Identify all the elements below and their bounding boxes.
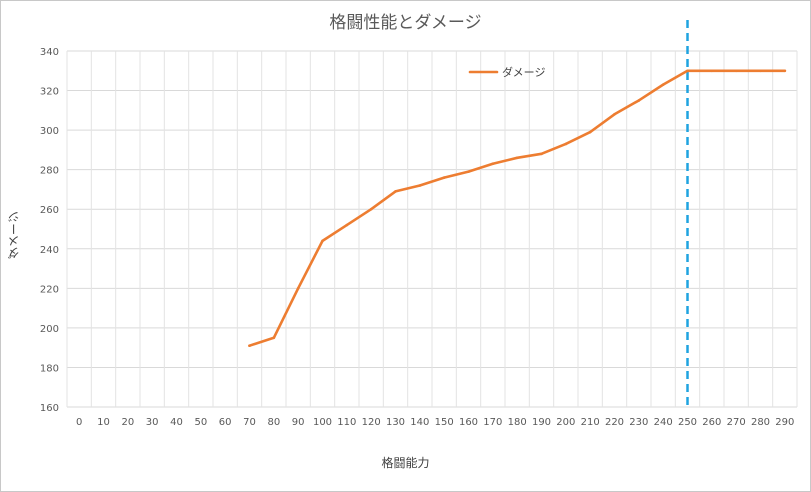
x-tick-labels: 0 10 20 30 40 50 60 70 80 90 100 110 120 130 140 150 160… — [76, 417, 794, 428]
data-point — [783, 69, 787, 73]
data-point — [734, 69, 738, 73]
data-point — [759, 69, 762, 73]
y-tick-label: 300 — [40, 126, 59, 137]
y-tick-label: 160 — [40, 403, 59, 414]
y-tick-label: 280 — [40, 166, 59, 177]
x-tick-label: 70 — [243, 417, 256, 428]
data-point — [686, 69, 689, 73]
x-tick-label: 280 — [751, 417, 770, 428]
data-point — [637, 99, 641, 102]
x-tick-label: 80 — [267, 417, 280, 428]
data-point — [272, 336, 276, 340]
x-tick-label: 160 — [459, 417, 478, 428]
x-tick-label: 0 — [76, 417, 82, 428]
x-tick-label: 90 — [292, 417, 305, 428]
x-tick-label: 150 — [435, 417, 454, 428]
y-tick-label: 240 — [40, 245, 59, 256]
data-point — [540, 152, 543, 156]
x-tick-label: 20 — [121, 417, 134, 428]
data-point — [710, 69, 714, 73]
legend-label: ダメージ — [502, 65, 545, 79]
y-tick-labels: 160 180 200 220 240 260 280 300 320 340 — [40, 47, 59, 414]
x-tick-label: 220 — [605, 417, 624, 428]
vertical-gridlines — [66, 51, 798, 407]
y-tick-label: 260 — [40, 205, 59, 216]
y-tick-label: 340 — [40, 47, 59, 58]
x-tick-label: 190 — [532, 417, 551, 428]
data-point — [661, 83, 665, 86]
x-tick-label: 180 — [508, 417, 527, 428]
y-tick-label: 320 — [40, 87, 59, 98]
x-tick-label: 140 — [410, 417, 429, 428]
y-tick-label: 220 — [40, 284, 59, 295]
x-tick-label: 120 — [362, 417, 381, 428]
data-point — [515, 156, 519, 160]
chart-title: 格闘性能とダメージ — [329, 13, 482, 33]
legend: ダメージ — [468, 65, 545, 79]
x-tick-label: 60 — [219, 417, 232, 428]
x-tick-label: 290 — [775, 417, 794, 428]
data-point — [467, 170, 470, 173]
x-tick-label: 170 — [483, 417, 502, 428]
x-tick-label: 130 — [386, 417, 405, 428]
data-point — [248, 344, 251, 347]
data-point — [394, 190, 397, 193]
y-tick-label: 180 — [40, 363, 59, 374]
x-tick-label: 240 — [654, 417, 673, 428]
x-tick-label: 40 — [170, 417, 183, 428]
series-line — [248, 69, 787, 347]
data-point — [369, 207, 373, 211]
x-axis-label: 格闘能力 — [381, 456, 430, 470]
y-tick-label: 200 — [40, 324, 59, 335]
data-point — [345, 223, 349, 227]
x-tick-label: 230 — [629, 417, 648, 428]
x-tick-label: 210 — [581, 417, 600, 428]
x-tick-label: 10 — [97, 417, 110, 428]
data-point — [564, 142, 568, 146]
x-tick-label: 110 — [337, 417, 356, 428]
series-group — [248, 69, 787, 347]
data-point — [588, 130, 592, 134]
x-tick-label: 30 — [146, 417, 159, 428]
data-point — [418, 184, 422, 187]
data-point — [442, 176, 446, 179]
data-point — [321, 239, 324, 243]
x-tick-label: 250 — [678, 417, 697, 428]
x-tick-label: 200 — [556, 417, 575, 428]
data-point — [296, 287, 300, 290]
data-point — [613, 112, 616, 116]
x-tick-label: 50 — [194, 417, 207, 428]
x-tick-label: 260 — [702, 417, 721, 428]
data-point — [491, 162, 495, 166]
x-tick-label: 100 — [313, 417, 332, 428]
x-tick-label: 270 — [727, 417, 746, 428]
